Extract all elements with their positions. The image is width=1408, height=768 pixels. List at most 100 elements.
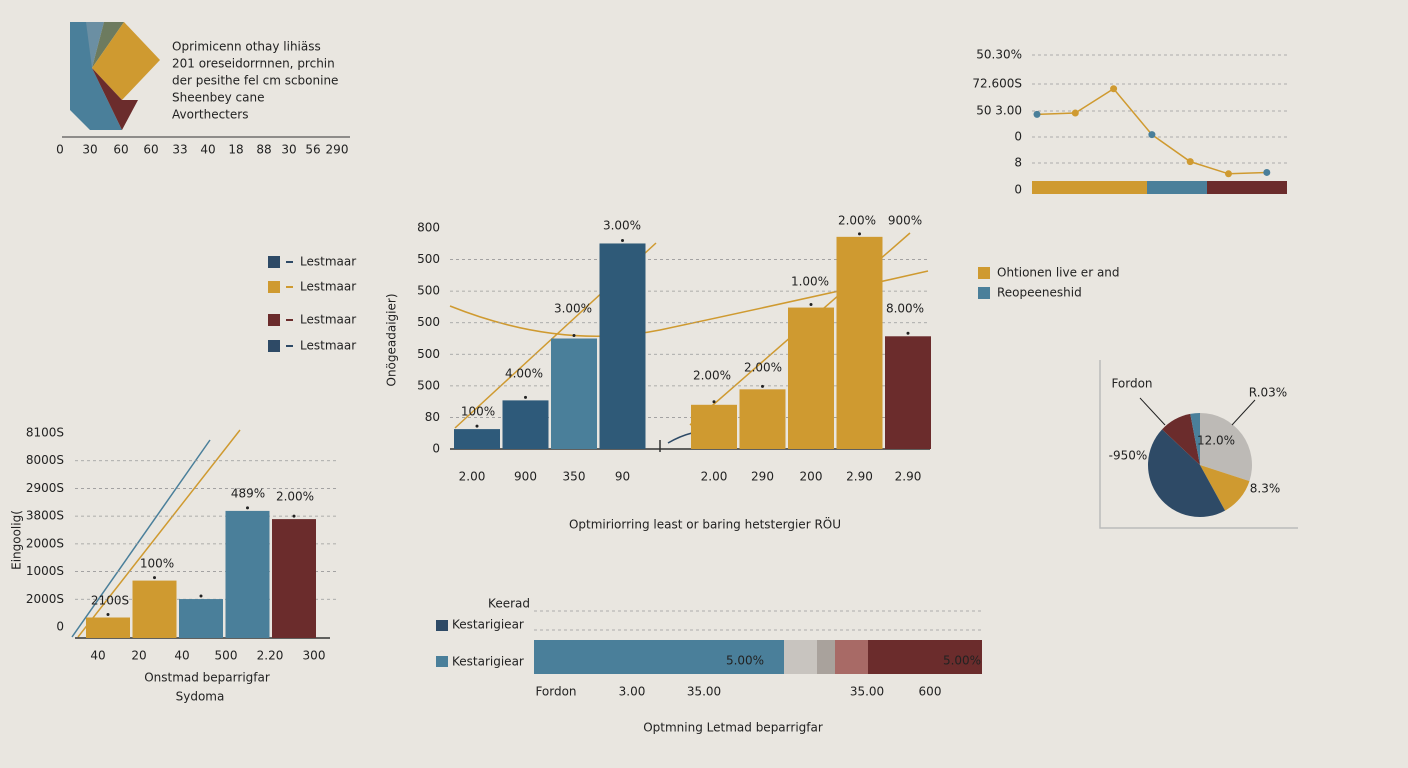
label: 33 <box>172 143 187 157</box>
label: 0 <box>1014 130 1022 144</box>
label: Eingoolig( <box>10 510 24 570</box>
label: 8.00% <box>886 302 924 316</box>
legend-swatch <box>268 256 280 268</box>
legend-swatch <box>268 314 280 326</box>
label: 88 <box>256 143 271 157</box>
bar <box>788 307 834 449</box>
bar-tip <box>475 424 479 428</box>
bar <box>599 243 646 449</box>
label: Avorthecters <box>172 108 248 122</box>
bar <box>225 510 270 638</box>
strip-segment <box>1147 181 1207 194</box>
label: 3.00% <box>603 219 641 233</box>
label: Sheenbey cane <box>172 91 264 105</box>
label: 2000S <box>26 592 64 606</box>
label: 3.00 <box>619 685 646 699</box>
label: 2000S <box>26 536 64 550</box>
label: 900% <box>888 214 922 228</box>
bar-tip <box>906 331 910 335</box>
label: 0 <box>56 143 64 157</box>
label: Lestmaar <box>300 339 356 353</box>
legend-swatch <box>978 267 990 279</box>
label: 500 <box>417 378 440 392</box>
label: 2.90 <box>895 470 922 484</box>
label: 12.0% <box>1197 434 1235 448</box>
label: 5.00% <box>943 654 981 668</box>
bar <box>551 338 597 449</box>
label: Lestmaar <box>300 313 356 327</box>
label: 500 <box>417 252 440 266</box>
pie-slice <box>1162 413 1200 465</box>
label: 290 <box>751 470 774 484</box>
label: 500 <box>417 284 440 298</box>
label: 500 <box>215 649 238 663</box>
bar-tip <box>153 576 156 580</box>
label: 2.00 <box>459 470 486 484</box>
label: Ohtionen live er and <box>997 266 1120 280</box>
label: 8100S <box>26 426 64 440</box>
label: 2.90 <box>846 470 873 484</box>
pie-slice <box>1200 465 1250 511</box>
bar-tip <box>246 506 249 510</box>
legend-swatch <box>978 287 990 299</box>
label: 290 <box>326 143 349 157</box>
label: 1000S <box>26 564 64 578</box>
bar-tip <box>572 334 576 337</box>
bar-tip <box>106 613 110 616</box>
label: 600 <box>919 685 942 699</box>
pie-slice <box>1190 413 1200 465</box>
label: 2.00% <box>693 369 731 383</box>
label: 800 <box>417 221 440 235</box>
bar <box>691 404 737 449</box>
label: 2100S <box>91 594 129 608</box>
label: 5.00% <box>726 654 764 668</box>
label: 50.30% <box>976 48 1022 62</box>
label: 2.00% <box>838 214 876 228</box>
label: 201 oreseidorrnnen, prchin <box>172 57 335 71</box>
bar <box>885 336 931 449</box>
pie-slice <box>1148 429 1226 517</box>
bar-tip <box>621 238 624 242</box>
bar <box>86 617 130 638</box>
point <box>1263 168 1271 176</box>
label: 300 <box>303 649 326 663</box>
pie-slice <box>1200 413 1252 482</box>
label: 0 <box>432 442 440 456</box>
bar <box>739 389 786 449</box>
label: Lestmaar <box>300 280 356 294</box>
leader <box>1139 397 1166 426</box>
label: 90 <box>615 470 630 484</box>
label: 0 <box>1014 183 1022 197</box>
label: 4.00% <box>505 367 543 381</box>
point <box>1148 131 1156 139</box>
label: 0 <box>56 620 64 634</box>
bar-segment <box>868 640 982 674</box>
label: 8000S <box>26 453 64 467</box>
bar-tip <box>761 384 764 388</box>
label: R.03% <box>1249 386 1287 400</box>
bar <box>272 519 316 638</box>
label: der pesithe fel cm scbonine <box>172 74 338 88</box>
bar-tip <box>292 514 296 518</box>
label: 2.00% <box>744 361 782 375</box>
legend-swatch <box>436 620 448 631</box>
label: Kestarigiear <box>452 655 524 669</box>
bar-tip <box>712 400 716 404</box>
label: 72.600S <box>972 77 1022 91</box>
label: 1.00% <box>791 275 829 289</box>
label: 56 <box>305 143 320 157</box>
label: 8 <box>1014 156 1022 170</box>
decor-shape <box>62 22 350 138</box>
label: Oprimicenn othay lihiäss <box>172 40 321 54</box>
label: Onstmad beparrigfar <box>144 671 270 685</box>
label: Optmning Letmad beparrigfar <box>643 721 823 735</box>
point <box>1071 109 1079 117</box>
label: 30 <box>82 143 97 157</box>
label: 350 <box>563 470 586 484</box>
label: 40 <box>174 649 189 663</box>
bar-tip <box>858 232 861 236</box>
label: 500 <box>417 315 440 329</box>
label: 2.20 <box>257 649 284 663</box>
